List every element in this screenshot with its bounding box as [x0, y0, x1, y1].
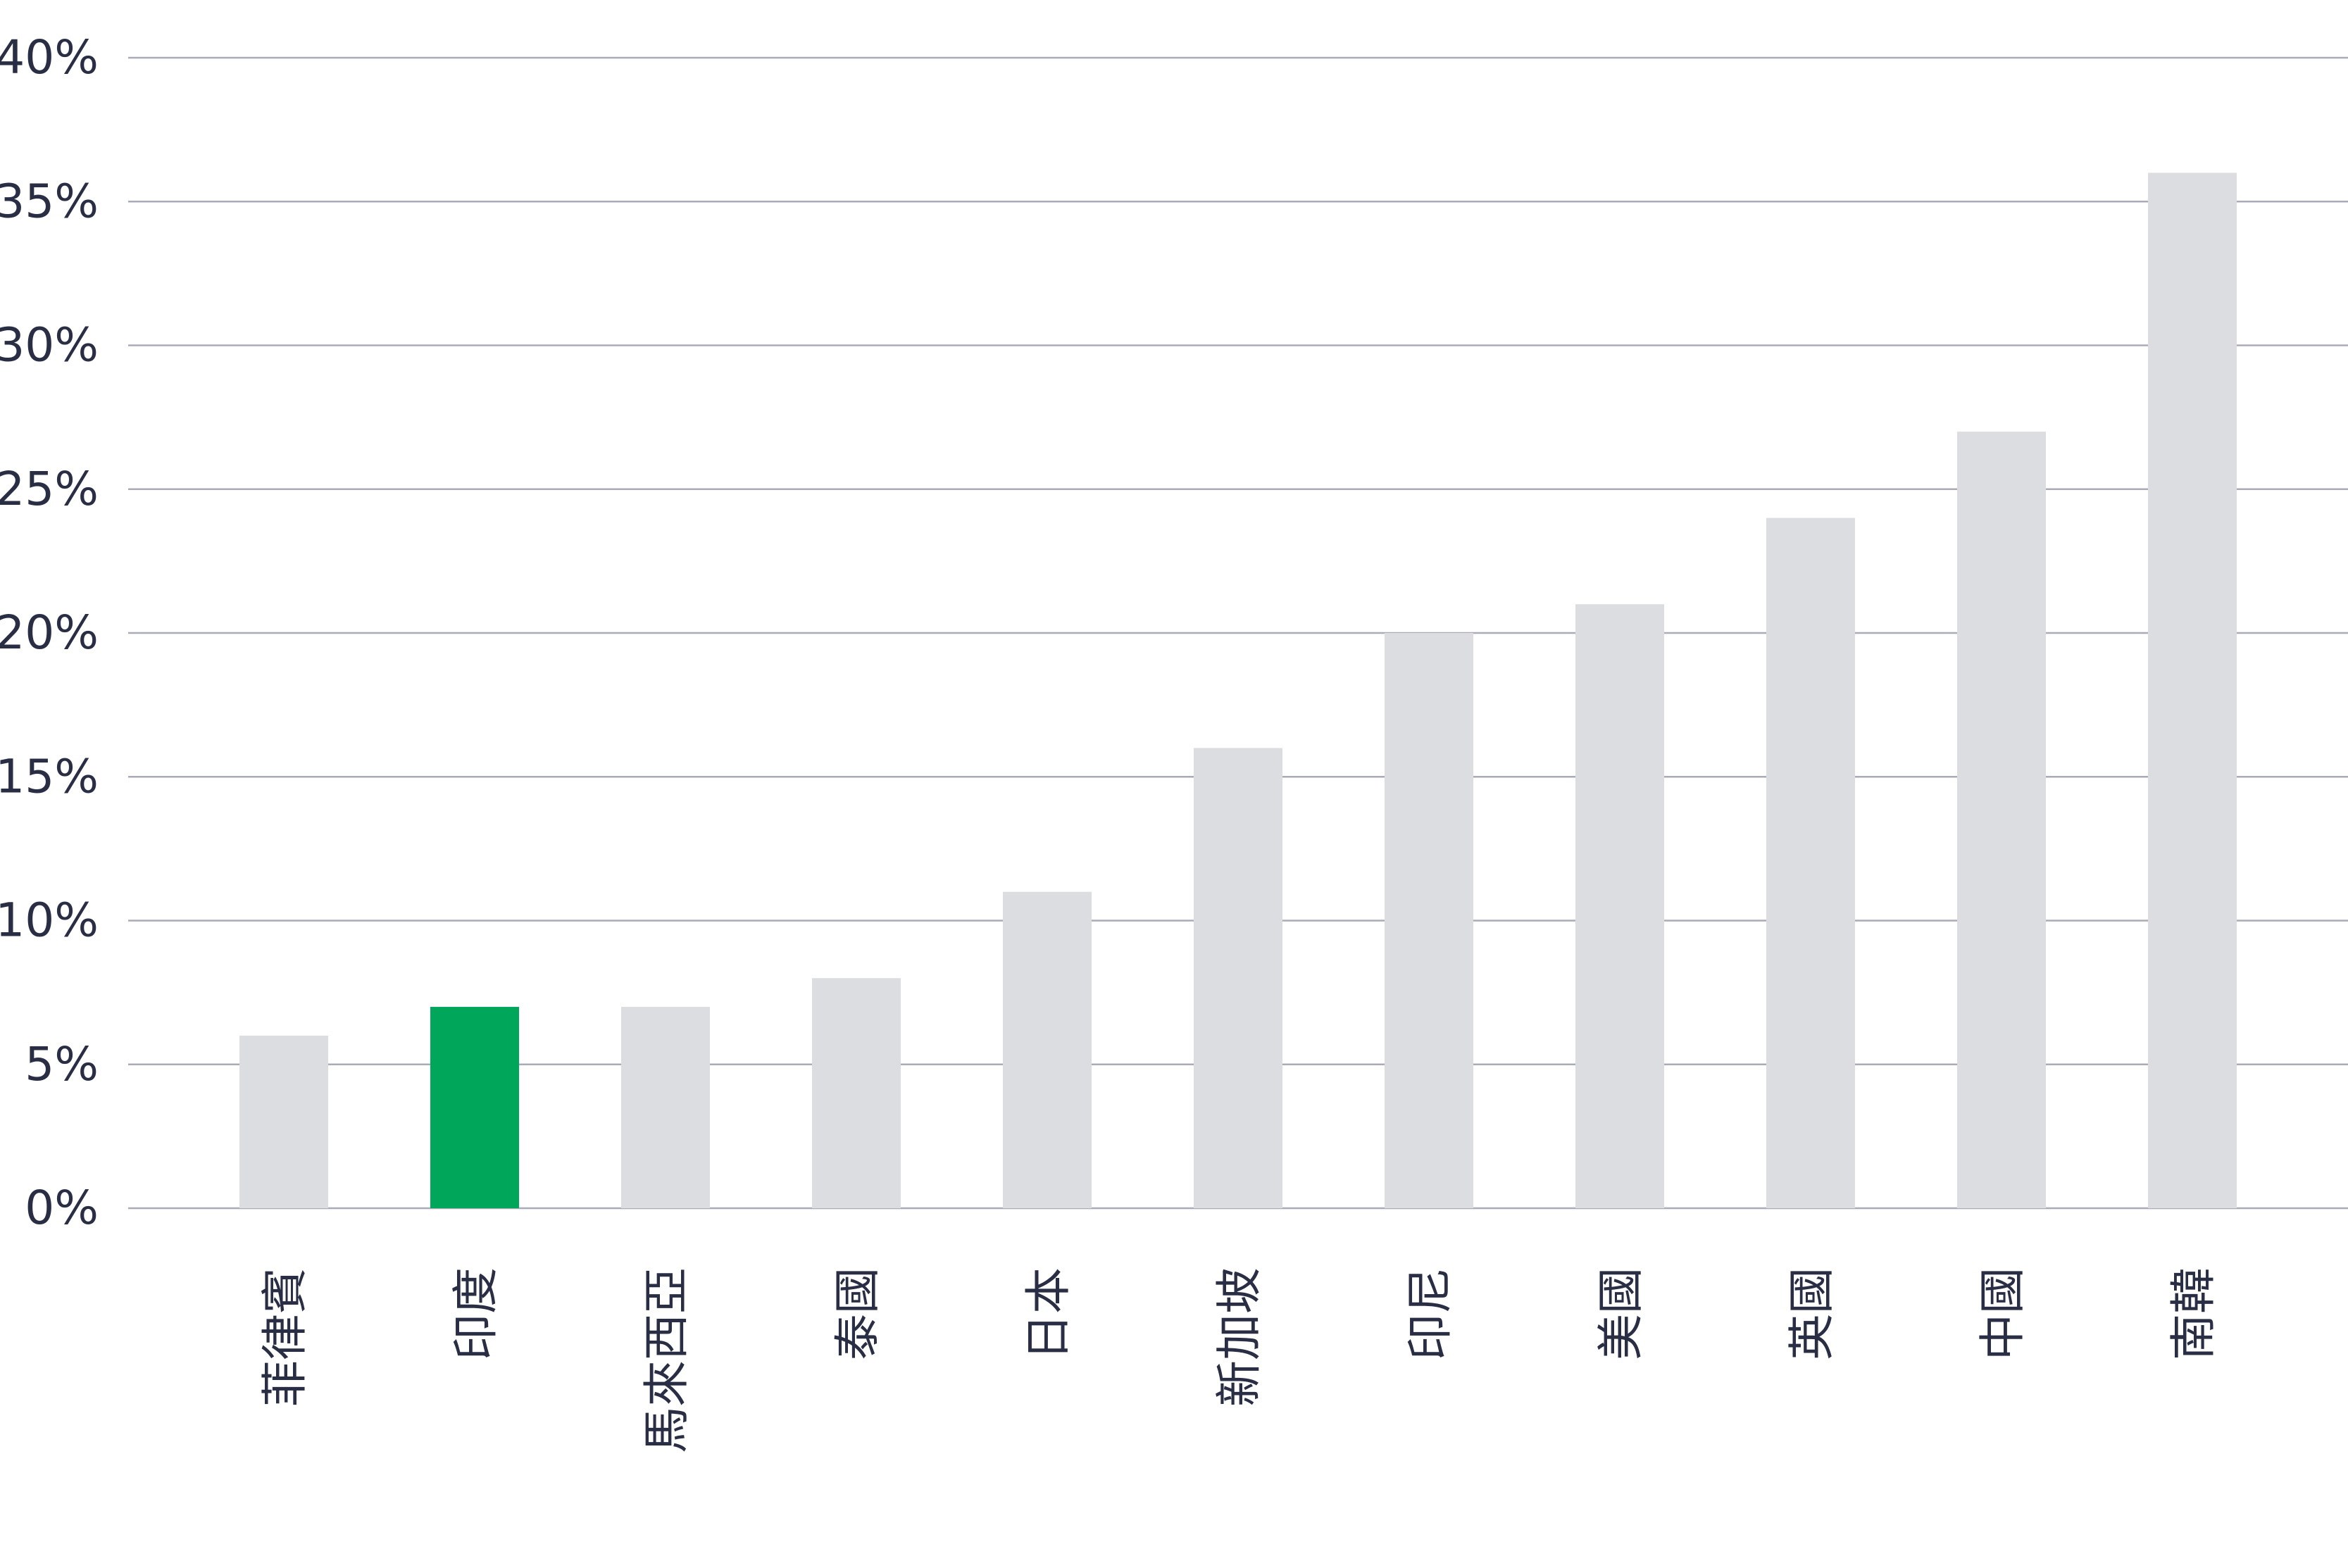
y-axis-tick-labels: 0% 5% 10% 15% 20% 25% 30% 35% 40% — [0, 30, 99, 1235]
x-category-label: 馬來西亞 — [639, 1267, 694, 1453]
x-category-label: 泰國 — [830, 1267, 885, 1360]
bar — [1957, 432, 2046, 1208]
x-category-label: 美國 — [1594, 1267, 1648, 1360]
x-category-label: 新加坡 — [1212, 1267, 1266, 1407]
x-category-label: 南韓 — [2166, 1267, 2221, 1360]
x-category-label: 中國 — [1975, 1267, 2030, 1360]
y-tick-label: 10% — [0, 893, 99, 948]
x-category-label: 印度 — [449, 1267, 503, 1360]
y-tick-label: 0% — [25, 1181, 99, 1235]
bar — [1575, 604, 1664, 1208]
y-tick-label: 30% — [0, 318, 99, 372]
bar — [1194, 748, 1282, 1208]
x-category-label: 英國 — [1785, 1267, 1839, 1360]
bar — [430, 1007, 519, 1208]
y-tick-label: 40% — [0, 30, 99, 84]
x-axis-category-labels: 菲律賓 印度 馬來西亞 泰國 日本 新加坡 印尼 美國 英國 中國 南韓 — [258, 1267, 2221, 1453]
y-tick-label: 5% — [25, 1037, 99, 1091]
bar — [1003, 891, 1092, 1208]
bar — [1385, 633, 1473, 1208]
bar — [1766, 518, 1855, 1208]
x-category-label: 菲律賓 — [258, 1267, 312, 1407]
y-tick-label: 35% — [0, 174, 99, 228]
y-tick-label: 15% — [0, 749, 99, 803]
x-category-label: 日本 — [1021, 1267, 1075, 1360]
y-tick-label: 20% — [0, 606, 99, 660]
bar — [2148, 173, 2237, 1208]
bar — [621, 1007, 710, 1208]
bars — [239, 173, 2237, 1208]
x-category-label: 印尼 — [1403, 1267, 1457, 1360]
bar — [239, 1035, 328, 1208]
bar — [812, 978, 901, 1208]
y-tick-label: 25% — [0, 462, 99, 516]
